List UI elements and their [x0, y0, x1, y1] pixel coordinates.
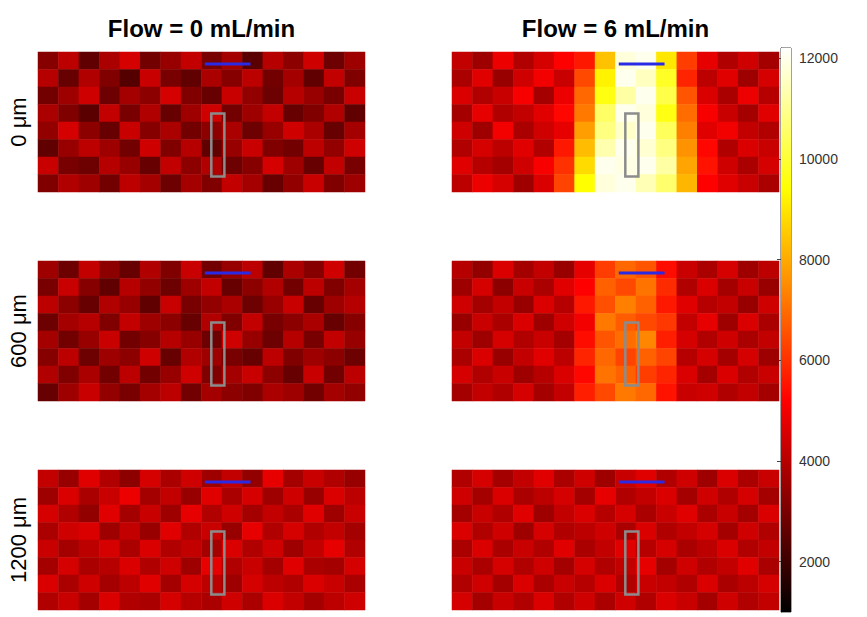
- svg-text:2000: 2000: [799, 554, 830, 570]
- svg-text:6000: 6000: [799, 352, 830, 368]
- svg-text:Flow = 6 mL/min: Flow = 6 mL/min: [522, 15, 709, 42]
- svg-text:8000: 8000: [799, 252, 830, 268]
- svg-text:12000: 12000: [799, 50, 838, 66]
- svg-text:4000: 4000: [799, 453, 830, 469]
- svg-text:0 μm: 0 μm: [6, 97, 31, 146]
- svg-text:600 μm: 600 μm: [6, 294, 31, 368]
- svg-text:Flow = 0 mL/min: Flow = 0 mL/min: [108, 15, 295, 42]
- svg-text:1200 μm: 1200 μm: [6, 497, 31, 583]
- svg-text:10000: 10000: [799, 151, 838, 167]
